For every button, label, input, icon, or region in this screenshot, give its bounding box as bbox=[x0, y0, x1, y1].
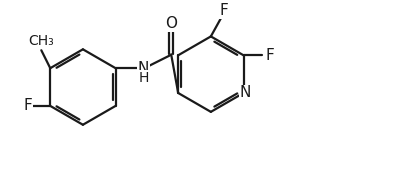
Text: N: N bbox=[240, 85, 251, 100]
Text: N: N bbox=[138, 61, 149, 76]
Text: O: O bbox=[165, 16, 177, 31]
Text: H: H bbox=[138, 71, 149, 85]
Text: F: F bbox=[219, 3, 228, 18]
Text: CH₃: CH₃ bbox=[28, 34, 54, 48]
Text: F: F bbox=[23, 98, 32, 113]
Text: F: F bbox=[266, 48, 275, 63]
